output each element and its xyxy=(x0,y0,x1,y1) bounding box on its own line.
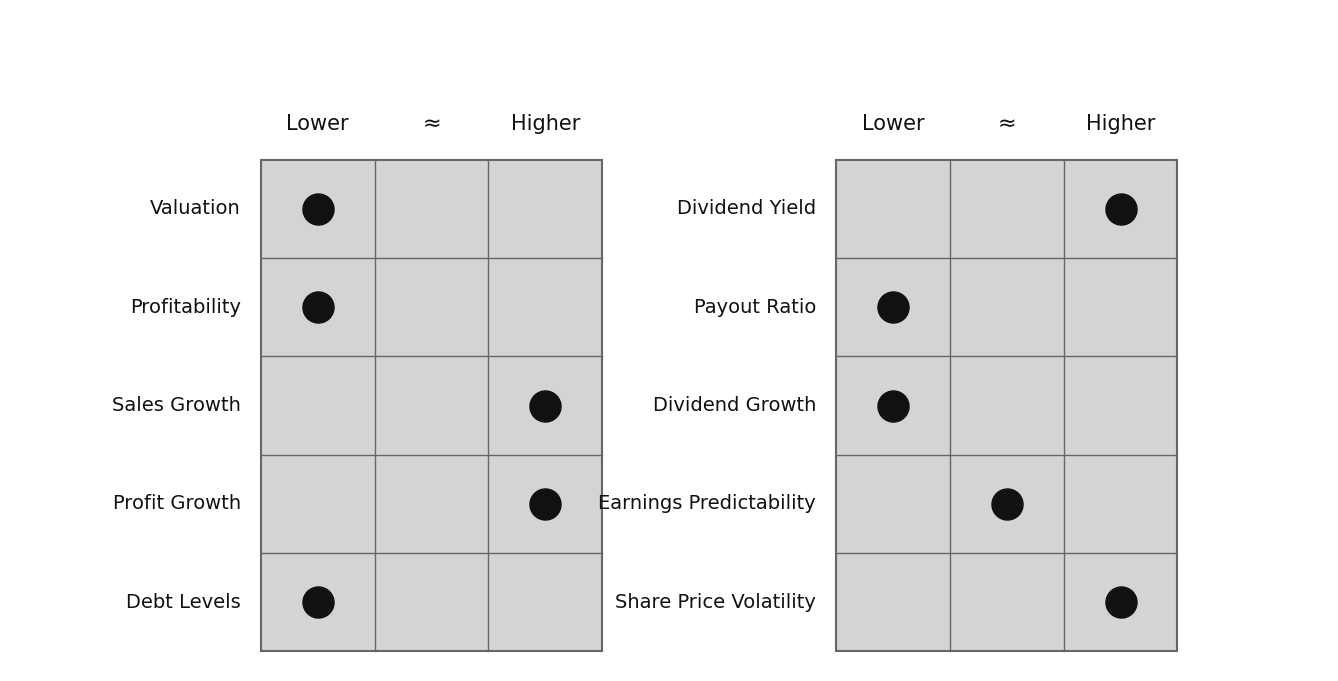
Text: Lower: Lower xyxy=(286,114,349,134)
Point xyxy=(1111,204,1132,215)
Text: ≈: ≈ xyxy=(423,114,440,134)
Point xyxy=(883,400,904,411)
Text: Earnings Predictability: Earnings Predictability xyxy=(598,494,816,513)
Text: Share Price Volatility: Share Price Volatility xyxy=(615,592,816,612)
Text: Higher: Higher xyxy=(511,114,579,134)
Text: Profitability: Profitability xyxy=(130,298,241,317)
Point xyxy=(535,400,557,411)
Text: Payout Ratio: Payout Ratio xyxy=(694,298,816,317)
Text: Profit Growth: Profit Growth xyxy=(112,494,241,513)
Text: Sector Characteristics versus Market: Sector Characteristics versus Market xyxy=(24,35,720,68)
Point xyxy=(308,302,329,313)
Point xyxy=(995,498,1017,509)
Bar xyxy=(261,159,602,651)
Point xyxy=(1111,597,1132,607)
Point xyxy=(535,498,557,509)
Text: Debt Levels: Debt Levels xyxy=(126,592,241,612)
Text: ≈: ≈ xyxy=(998,114,1016,134)
Text: Dividend Yield: Dividend Yield xyxy=(677,200,816,219)
Bar xyxy=(836,159,1177,651)
Point xyxy=(308,597,329,607)
Point xyxy=(308,204,329,215)
Point xyxy=(883,302,904,313)
Text: Valuation: Valuation xyxy=(150,200,241,219)
Text: Higher: Higher xyxy=(1086,114,1155,134)
Text: Sales Growth: Sales Growth xyxy=(112,396,241,415)
Text: Lower: Lower xyxy=(862,114,925,134)
Text: Dividend Growth: Dividend Growth xyxy=(653,396,816,415)
